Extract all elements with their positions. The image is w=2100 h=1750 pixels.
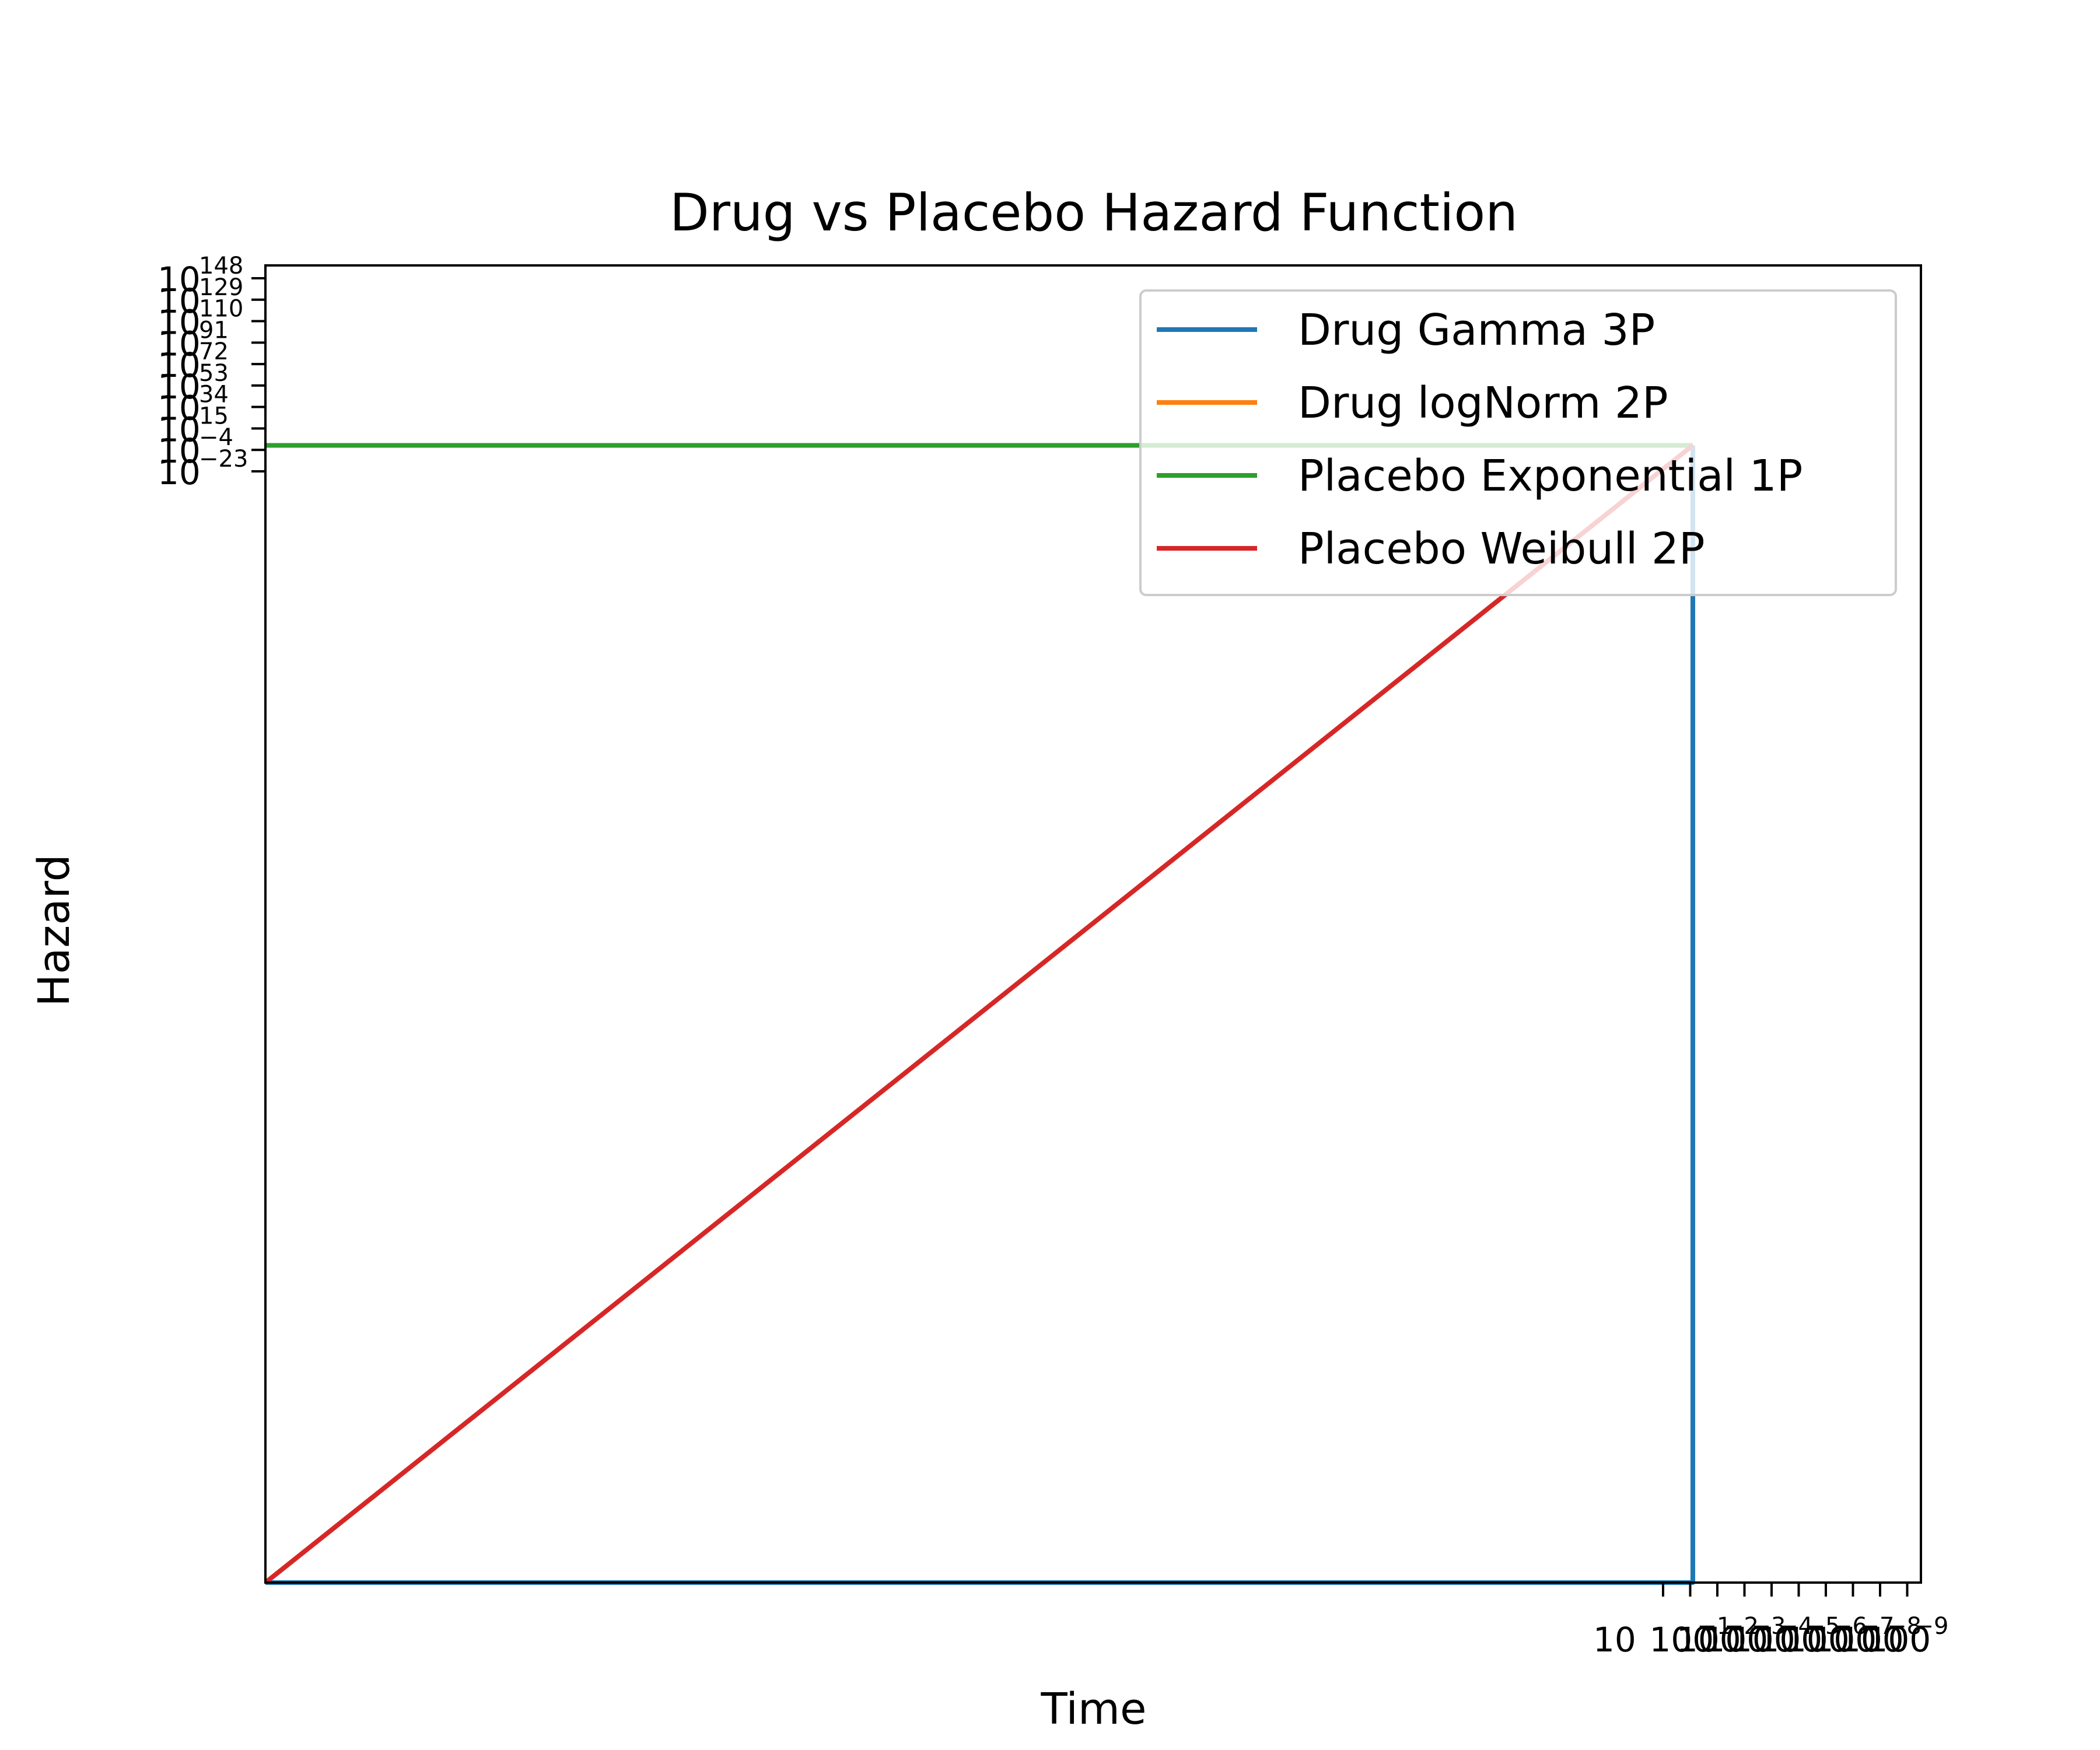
- x-tick-label: 100: [1676, 1620, 1741, 1660]
- x-tick-label: 100: [1812, 1620, 1877, 1660]
- x-tick-exponent: −2: [1724, 1613, 1759, 1640]
- legend-box: [1139, 289, 1897, 596]
- x-tick-label: 100: [1839, 1620, 1904, 1660]
- plot-frame: [264, 264, 1922, 1584]
- x-tick-exponent: −7: [1860, 1613, 1895, 1640]
- x-tick-label: 100: [1785, 1620, 1850, 1660]
- y-tick-exponent: 91: [199, 317, 229, 344]
- y-tick-exponent: −4: [199, 424, 233, 451]
- y-tick-label: 10: [158, 303, 201, 342]
- y-tick-exponent: 15: [199, 402, 229, 429]
- chart-title: Drug vs Placebo Hazard Function: [670, 183, 1518, 243]
- y-tick-label: 10: [158, 260, 201, 299]
- x-tick-exponent: −5: [1806, 1613, 1840, 1640]
- legend: Drug Gamma 3P Drug logNorm 2P Placebo Expo…: [1139, 289, 1897, 596]
- y-tick-exponent: 72: [199, 338, 229, 365]
- legend-label: Placebo Weibull 2P: [1298, 524, 1705, 574]
- x-tick-label: 100: [1758, 1620, 1823, 1660]
- y-tick-exponent: 34: [199, 382, 229, 408]
- x-ticks: 10 100−1100−2100−3100−4100−5100−6100−7100…: [1593, 1583, 1948, 1660]
- y-tick-label: 10: [158, 345, 201, 385]
- legend-label: Drug Gamma 3P: [1298, 305, 1655, 355]
- y-tick-label: 10: [158, 453, 201, 492]
- x-tick-exponent: −9: [1915, 1613, 1949, 1640]
- x-tick-label: 10: [1593, 1620, 1636, 1660]
- legend-label: Placebo Exponential 1P: [1298, 451, 1803, 501]
- x-tick-exponent: −8: [1887, 1613, 1922, 1640]
- x-tick-exponent: −1: [1698, 1613, 1732, 1640]
- y-tick-exponent: 148: [199, 253, 243, 279]
- x-tick-exponent: −4: [1779, 1613, 1813, 1640]
- y-axis-label: Hazard: [29, 854, 79, 1006]
- y-tick-exponent: −23: [199, 446, 248, 473]
- legend-label: Drug logNorm 2P: [1298, 378, 1668, 428]
- series-line-4: [264, 443, 1695, 1585]
- x-tick-label: 100: [1731, 1620, 1796, 1660]
- x-tick-exponent: −6: [1833, 1613, 1867, 1640]
- y-tick-label: 10: [158, 431, 201, 471]
- x-axis-label: Time: [1040, 1684, 1146, 1734]
- x-tick-label: 100: [1867, 1620, 1931, 1660]
- y-tick-label: 10: [158, 388, 201, 428]
- y-tick-exponent: 129: [199, 274, 243, 301]
- y-ticks: 1014810129101101091107210531034101510−41…: [158, 253, 265, 492]
- y-tick-label: 10: [158, 367, 201, 407]
- x-tick-label: 100: [1704, 1620, 1769, 1660]
- x-tick-label: 100: [1650, 1620, 1714, 1660]
- y-tick-exponent: 110: [199, 296, 243, 323]
- x-tick-exponent: −3: [1752, 1613, 1786, 1640]
- y-tick-label: 10: [158, 324, 201, 363]
- y-tick-label: 10: [158, 281, 201, 321]
- y-tick-exponent: 53: [199, 360, 229, 387]
- y-tick-label: 10: [158, 410, 201, 449]
